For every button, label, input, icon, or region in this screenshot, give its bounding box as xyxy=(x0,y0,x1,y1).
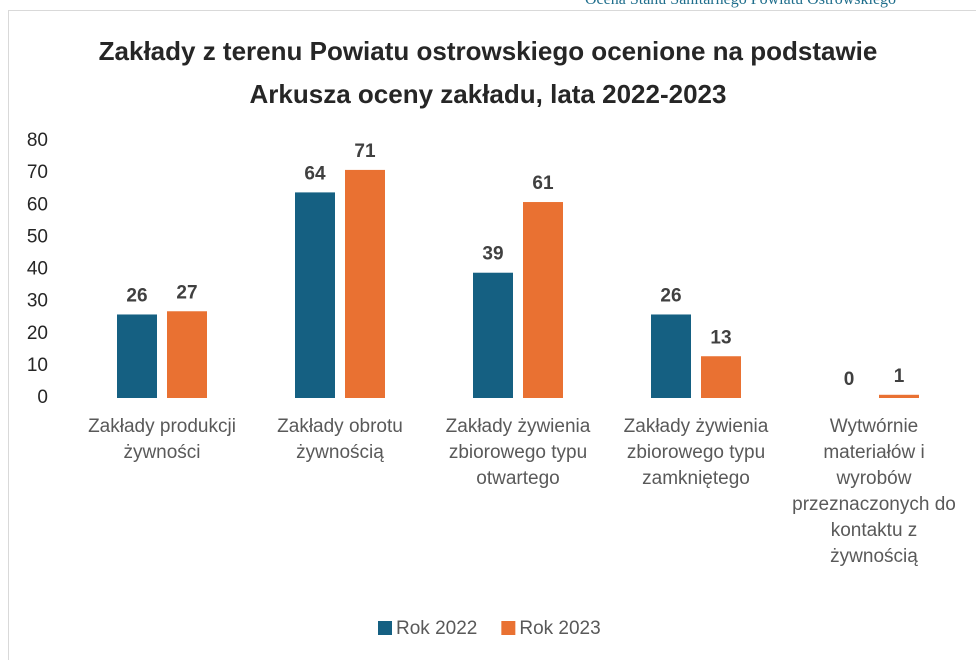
y-tick-label: 20 xyxy=(27,323,48,344)
bar xyxy=(117,314,157,398)
y-tick-label: 60 xyxy=(27,194,48,215)
y-tick-label: 10 xyxy=(27,355,48,376)
y-tick-label: 80 xyxy=(27,130,48,151)
bar xyxy=(295,192,335,398)
chart-title: Zakłady z terenu Powiatu ostrowskiego oc… xyxy=(98,36,878,109)
x-tick-label: Zakłady żywienia zbiorowego typu zamknię… xyxy=(623,416,769,489)
bar xyxy=(473,272,513,398)
bar xyxy=(651,314,691,398)
bar xyxy=(345,169,385,398)
data-label: 13 xyxy=(710,327,731,348)
bar xyxy=(167,311,207,398)
bar xyxy=(523,202,563,398)
data-label: 1 xyxy=(894,366,905,387)
y-tick-label: 40 xyxy=(27,259,48,280)
data-label: 27 xyxy=(176,282,197,303)
data-label: 71 xyxy=(354,141,376,162)
y-tick-label: 70 xyxy=(27,162,48,183)
x-tick-label: Zakłady produkcji żywności xyxy=(88,416,236,463)
bar xyxy=(879,394,919,398)
data-label: 61 xyxy=(532,173,554,194)
x-tick-label: Zakłady żywienia zbiorowego typu otwarte… xyxy=(445,416,591,489)
y-tick-label: 0 xyxy=(37,387,48,408)
y-tick-label: 50 xyxy=(27,226,48,247)
x-tick-label: Zakłady obrotu żywnością xyxy=(277,416,403,463)
data-label: 26 xyxy=(126,285,147,306)
data-label: 64 xyxy=(304,163,326,184)
chart-frame xyxy=(8,10,976,660)
y-tick-label: 30 xyxy=(27,291,48,312)
bar xyxy=(701,356,741,398)
legend-swatch xyxy=(378,621,392,635)
legend-swatch xyxy=(501,621,516,635)
x-tick-label: Wytwórnie materiałów i wyrobów przeznacz… xyxy=(792,416,956,567)
data-label: 26 xyxy=(660,285,681,306)
data-label: 39 xyxy=(482,244,503,265)
legend-label: Rok 2023 xyxy=(519,618,600,639)
page-header: Ocena Stanu Sanitarnego Powiatu Ostrowsk… xyxy=(585,0,896,9)
legend-label: Rok 2022 xyxy=(396,618,477,639)
data-label: 0 xyxy=(844,369,855,390)
